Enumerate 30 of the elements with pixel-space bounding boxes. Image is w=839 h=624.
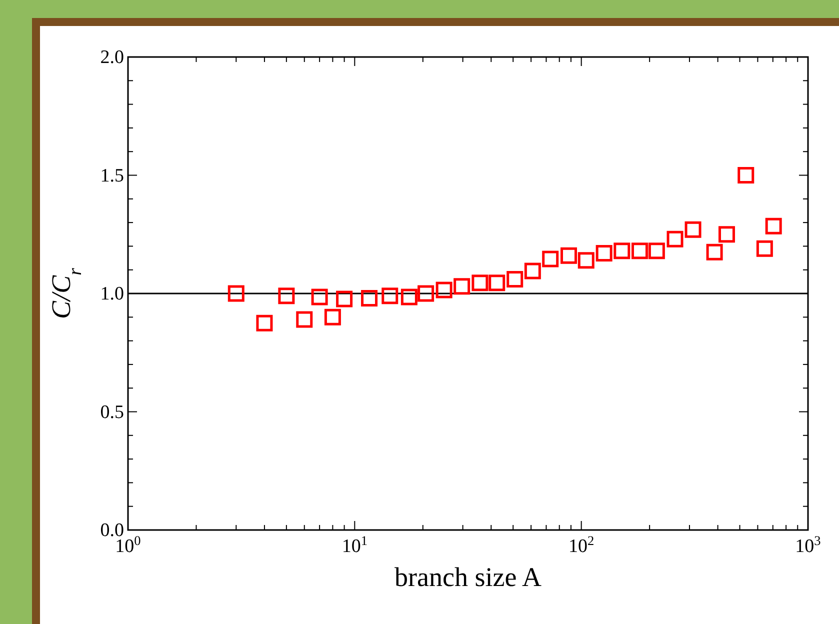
point [524,262,541,280]
x-axis-title: branch size A [394,562,542,592]
point [488,274,506,292]
point [596,245,612,262]
x-tick-label: 10$^{1}$ [342,532,368,557]
point [382,288,398,304]
point [418,285,434,302]
point [400,288,418,306]
point [684,221,702,238]
point [506,271,524,288]
y-tick-label: 0.5 [100,402,124,423]
y-tick-label: 1.5 [100,165,124,186]
point [311,288,328,306]
point [614,242,630,260]
x-tick-label: 10$^{3}$ [795,532,822,557]
point [560,247,577,264]
point [436,282,452,298]
point [631,242,648,260]
point [756,240,773,257]
point [256,314,273,332]
point [648,242,665,260]
point [738,167,754,184]
point [542,250,559,268]
y-tick-label: 2.0 [100,47,124,68]
x-tick-label: 10$^{2}$ [568,532,594,557]
y-tick-label: 1.0 [100,284,124,304]
point [454,278,470,295]
point [578,252,594,269]
point [666,230,684,248]
point [472,274,488,292]
